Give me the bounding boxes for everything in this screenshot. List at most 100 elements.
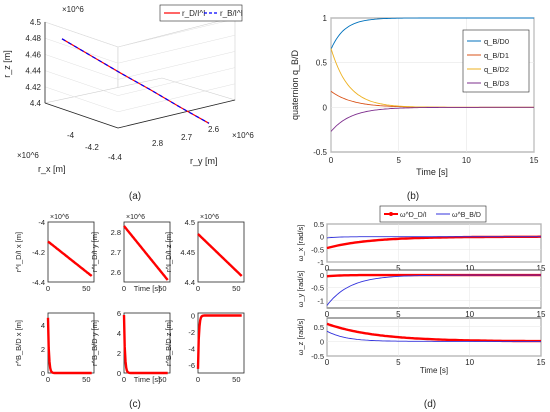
chart-a-gridline [117,83,236,113]
chart-d-ylabel: ω_y [rad/s] [296,271,305,308]
chart-c-plot-area [123,312,171,374]
chart-a-x-axis [44,102,119,129]
chart-a-trajectory-lines [61,38,210,124]
chart-d-ytick: 0 [320,337,324,346]
chart-d-ytick: -1 [317,296,324,305]
chart-b-series [330,17,534,132]
chart-c-ytick: 6 [117,309,121,318]
chart-a-ztick: 4.42 [25,83,41,92]
chart-c-ytick: 4 [117,329,121,338]
chart-c-xtick: 50 [232,284,240,293]
chart-d-xtick: 5 [396,358,401,367]
chart-d-legend-marker-omega-DI [389,212,393,216]
chart-d-ylabel: ω_z [rad/s] [296,319,305,356]
chart-a-xtick: -4.4 [108,153,122,162]
chart-d-ytick: 0 [320,271,324,280]
chart-d-ylabel: ω_x [rad/s] [296,225,305,262]
chart-a-ztick: 4.44 [25,67,41,76]
chart-b-xtick: 15 [530,156,539,165]
chart-d-legend-label-omega-DI: ω^D_D/I [400,212,427,219]
chart-b-xtick: 5 [396,156,401,165]
chart-a-gridline [44,21,119,48]
chart-c-xlabel: Time [s] [134,375,160,384]
chart-b-legend-label-q1: q_B/D1 [484,51,509,60]
chart-c-ytick: 2 [41,345,45,354]
chart-c-ytick: -4.2 [32,248,45,257]
chart-c-panel-2: 2.8 2.7 2.60 50 ×10^6 r^I_D/I y [m] Time [s] [90,214,171,293]
chart-a-3d-trajectory: 4.44.424.444.464.484.5 ×10^6 r_z [m] -4 … [2,4,254,174]
chart-b-ticks: 0 5 10 15-0.500.51 [313,14,539,165]
chart-a-grid [44,18,236,129]
chart-c-xtick: 50 [82,375,90,384]
chart-d-panel-y: 0 5 10 15 0 -0.5 -1 ω_y [rad/s] [296,269,546,319]
chart-a-zlabel: r_z [m] [2,50,12,78]
chart-c-xtick: 0 [122,375,126,384]
chart-c-ytick: 2 [117,349,121,358]
chart-c-xtick: 0 [46,375,50,384]
chart-a-series-r-BI [61,38,210,124]
chart-c-series [122,314,168,375]
chart-a-gridline [44,86,119,113]
chart-a-legend-label-r-DI: r_D/I^I [182,9,205,18]
chart-b-ytick: 0.5 [316,59,328,68]
chart-d-xlabel: Time [s] [420,366,448,375]
chart-c-exponent: ×10^6 [126,214,145,221]
chart-d-ytick: 0.5 [314,323,324,332]
chart-c-ytick: 4.5 [185,218,195,227]
chart-d-ytick: 0 [320,233,324,242]
chart-a-gridline [117,51,236,80]
chart-d-series-omega-BD [326,274,541,306]
chart-a-z-ticks: 4.4 4.42 4.44 4.46 4.48 4.5 [25,18,41,108]
chart-d-angular-velocity: ω^D_D/I ω^B_B/D 0 5 10 150.50-0.5-1ω_x [rad… [296,205,546,375]
chart-a-ztick: 4.5 [30,18,42,27]
chart-d-xtick: 15 [537,264,546,273]
chart-d-xtick: 0 [325,310,330,319]
chart-c-ytick: -4 [38,218,45,227]
chart-a-ylabel: r_y [m] [190,156,218,166]
chart-c-ylabel: r^I_D/I x [m] [14,232,23,272]
chart-b-quaternion: 0 5 10 15-0.500.51 quaternion q_B/D Time [s… [290,14,539,177]
chart-a-ytick: 2.7 [181,133,193,142]
chart-b-legend-label-q0: q_B/D0 [484,37,509,46]
chart-d-ytick: -0.5 [311,245,324,254]
chart-b-series-q3 [330,106,534,132]
chart-c-ytick: -2 [188,328,195,337]
chart-c-plot-area [197,312,245,374]
chart-c-xtick: 0 [122,284,126,293]
chart-c-ytick: 0 [191,311,195,320]
chart-c-panel-6: 0-2-4-60 50r^B_B/D z [m] [164,311,245,384]
chart-c-xtick: 0 [196,375,200,384]
chart-d-xtick: 10 [465,264,474,273]
chart-c-xlabel: Time [s] [134,284,160,293]
chart-a-gridline [117,18,236,48]
chart-c-ylabel: r^B_B/D y [m] [90,320,99,366]
chart-d-xtick: 0 [325,358,330,367]
chart-b-xtick: 10 [462,156,471,165]
chart-c-xtick: 50 [82,284,90,293]
chart-c-ylabel: r^I_D/I y [m] [90,232,99,272]
chart-b-legend-label-q2: q_B/D2 [484,65,509,74]
chart-d-series-omega-BD [326,236,541,239]
chart-a-ztick: 4.48 [25,34,41,43]
chart-c-ylabel: r^B_B/D z [m] [164,320,173,366]
chart-c-ytick: -4 [188,344,195,353]
chart-d-series-omega-DI [326,322,541,343]
chart-d-xtick: 5 [396,310,401,319]
chart-c-plot-area [47,312,95,374]
chart-d-xtick: 10 [465,310,474,319]
chart-a-xtick: -4 [67,131,75,140]
chart-c-ylabel: r^B_B/D x [m] [14,320,23,366]
chart-b-xlabel: Time [s] [416,167,448,177]
chart-d-xtick: 15 [537,358,546,367]
chart-d-ytick: -1 [317,258,324,267]
chart-a-ztick: 4.4 [30,99,42,108]
chart-d-series-omega-BD [326,330,541,342]
chart-a-legend [159,4,243,22]
chart-c-ytick: 4.4 [185,278,195,287]
chart-a-ytick: 2.6 [208,125,220,134]
chart-d-legend-label-omega-BD: ω^B_B/D [452,212,481,219]
chart-b-legend-label-q3: q_B/D3 [484,79,509,88]
chart-c-exponent: ×10^6 [200,214,219,221]
chart-b-ytick: 1 [323,14,328,23]
